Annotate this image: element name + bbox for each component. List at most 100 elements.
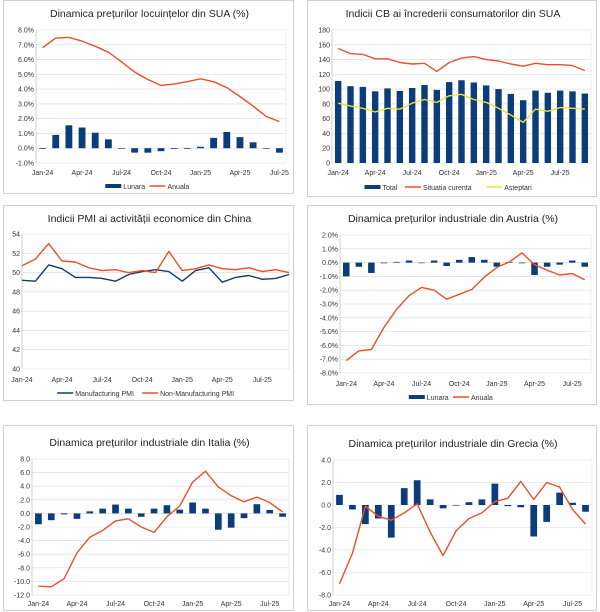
legend-item: Asteptari <box>486 185 532 192</box>
y-tick-label: -3.0% <box>320 302 338 309</box>
bar-lunara <box>78 127 86 149</box>
bar-lunara <box>569 502 576 505</box>
bar-lunara <box>223 131 231 149</box>
bar-lunara <box>481 259 488 263</box>
x-tick-label: Jul-25 <box>551 170 570 177</box>
legend-label: Total <box>383 185 398 192</box>
x-tick-label: Jul-24 <box>93 377 112 384</box>
legend-item: Situatia curenta <box>405 185 472 192</box>
bar-total <box>458 80 465 163</box>
y-tick-label: -6.0 <box>319 570 331 577</box>
y-tick-label: -2.0 <box>319 525 331 532</box>
bar-total <box>470 82 478 163</box>
y-tick-label: -2.0 <box>18 525 30 532</box>
x-tick-label: Jan-25 <box>171 377 193 384</box>
x-tick-label: Jan-24 <box>32 170 54 177</box>
y-tick-label: 48 <box>12 289 20 296</box>
bar-total <box>334 80 342 163</box>
bar-lunara <box>468 257 476 263</box>
legend-label: Anuala <box>168 184 190 191</box>
y-tick-label: 180 <box>318 28 330 35</box>
bar-lunara <box>236 137 244 149</box>
y-tick-label: 0.0% <box>322 260 338 267</box>
legend-item: Lunara <box>408 395 449 402</box>
x-tick-label: Jan-24 <box>327 170 349 177</box>
x-tick-label: Apr-24 <box>368 601 389 608</box>
legend-swatch-bar <box>408 395 425 399</box>
bar-lunara <box>276 148 283 153</box>
bar-total <box>569 91 576 163</box>
chart-us-house-prices: Dinamica prețurilor locuințelor din SUA … <box>16 8 289 191</box>
bar-lunara <box>343 262 350 277</box>
x-tick-label: Jan-25 <box>484 601 506 608</box>
bar-total <box>507 93 515 163</box>
y-tick-label: 2.0 <box>20 497 30 504</box>
bar-lunara <box>60 513 68 515</box>
bar-lunara <box>170 148 178 149</box>
bar-total <box>359 86 367 163</box>
line-non-manufacturing-pmi <box>21 242 290 274</box>
bar-lunara <box>176 509 184 514</box>
bar-lunara <box>393 261 400 263</box>
bar-lunara <box>478 499 486 505</box>
y-tick-label: 3.0% <box>18 101 34 108</box>
y-tick-label: 4.0 <box>20 484 30 491</box>
bar-lunara <box>240 513 248 519</box>
x-tick-label: Apr-24 <box>373 381 394 388</box>
legend-swatch-bar <box>105 184 122 188</box>
x-tick-label: Apr-24 <box>365 170 386 177</box>
legend-item: Lunara <box>105 184 145 191</box>
y-tick-label: 120 <box>318 72 330 79</box>
bar-lunara <box>131 148 139 153</box>
x-tick-label: Apr-24 <box>72 170 93 177</box>
chart-title: Dinamica prețurilor industriale din Ital… <box>49 437 249 449</box>
bar-lunara <box>400 488 408 505</box>
y-tick-label: 1.0% <box>322 246 338 253</box>
y-tick-label: -5.0% <box>320 329 338 336</box>
bar-lunara <box>413 480 421 505</box>
x-tick-label: Jul-24 <box>106 601 125 608</box>
bar-total <box>544 92 552 163</box>
y-tick-label: 7.0% <box>18 42 34 49</box>
x-tick-label: Apr-25 <box>513 170 534 177</box>
bar-lunara <box>249 142 257 149</box>
bar-lunara <box>91 132 99 149</box>
y-tick-label: 140 <box>318 57 330 64</box>
bar-lunara <box>35 513 42 525</box>
bar-lunara <box>227 513 235 528</box>
x-tick-label: Jan-25 <box>190 170 212 177</box>
x-tick-label: Jan-24 <box>336 381 358 388</box>
legend-label: Anuala <box>471 395 493 402</box>
x-tick-label: Oct-24 <box>132 377 153 384</box>
line-anuala <box>338 480 587 585</box>
bar-lunara <box>455 259 463 263</box>
y-tick-label: 54 <box>12 232 20 239</box>
chart-panel-austria-ppi: Dinamica prețurilor industriale din Aust… <box>307 205 597 405</box>
bar-lunara <box>197 146 204 149</box>
chart-title: Indicii CB ai încrederii consumatorilor … <box>346 8 561 20</box>
y-tick-label: -12.0 <box>14 593 30 600</box>
bar-lunara <box>39 148 46 149</box>
y-tick-label: 4.0% <box>18 87 34 94</box>
legend-label: Lunara <box>123 184 145 191</box>
y-tick-label: -7.0% <box>320 357 338 364</box>
bar-total <box>581 93 589 163</box>
bar-lunara <box>493 262 501 267</box>
bar-lunara <box>214 513 222 530</box>
x-tick-label: Jan-25 <box>475 170 497 177</box>
bar-lunara <box>86 511 94 514</box>
chart-panel-italy-ppi: Dinamica prețurilor industriale din Ital… <box>3 425 294 611</box>
x-tick-label: Jul-24 <box>412 381 431 388</box>
bar-lunara <box>568 260 576 263</box>
bar-lunara <box>581 262 588 267</box>
bar-lunara <box>157 148 165 152</box>
y-tick-label: 0.0 <box>321 503 331 510</box>
y-tick-label: 50 <box>12 270 20 277</box>
chart-panel-china-pmi: Indicii PMI ai activității economice din… <box>3 205 294 401</box>
y-tick-label: -1.0% <box>16 161 34 168</box>
bar-total <box>384 88 391 163</box>
chart-title: Dinamica prețurilor industriale din Aust… <box>348 213 558 225</box>
y-tick-label: -6.0% <box>320 343 338 350</box>
bar-lunara <box>405 260 413 263</box>
chart-china-pmi: Indicii PMI ai activității economice din… <box>11 213 290 398</box>
